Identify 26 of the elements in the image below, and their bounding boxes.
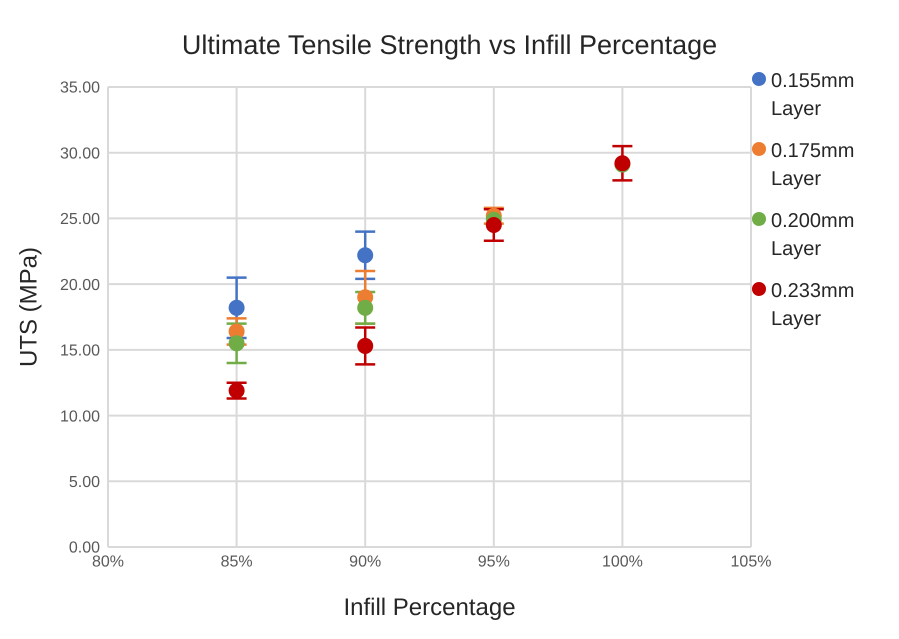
y-tick-label: 5.00 — [68, 474, 100, 491]
legend-label: 0.155mm Layer — [771, 69, 856, 122]
legend-label: 0.175mm Layer — [771, 139, 856, 192]
point — [228, 382, 245, 399]
legend-label: 0.233mm Layer — [771, 279, 856, 332]
x-tick-label: 105% — [730, 553, 772, 570]
y-tick-label: 15.00 — [60, 342, 100, 360]
y-tick-label: 20.00 — [60, 276, 100, 294]
x-tick-label: 85% — [220, 553, 253, 570]
point — [357, 338, 374, 354]
x-tick-label: 90% — [349, 553, 382, 570]
point — [486, 217, 502, 233]
point — [357, 300, 374, 316]
legend-label: 0.200mm Layer — [771, 209, 856, 262]
chart-title: Ultimate Tensile Strength vs Infill Percentage — [180, 29, 718, 62]
y-tick-label: 35.00 — [60, 80, 100, 97]
y-tick-label: 10.00 — [60, 408, 100, 426]
y-tick-label: 25.00 — [60, 211, 100, 228]
y-axis-title: UTS (MPa) — [16, 247, 43, 367]
x-tick-label: 100% — [602, 553, 643, 570]
point — [357, 247, 374, 264]
point — [228, 335, 245, 352]
point — [228, 300, 245, 316]
x-tick-label: 95% — [478, 553, 510, 570]
y-tick-label: 30.00 — [60, 145, 100, 162]
x-axis-title: Infill Percentage — [343, 594, 516, 621]
